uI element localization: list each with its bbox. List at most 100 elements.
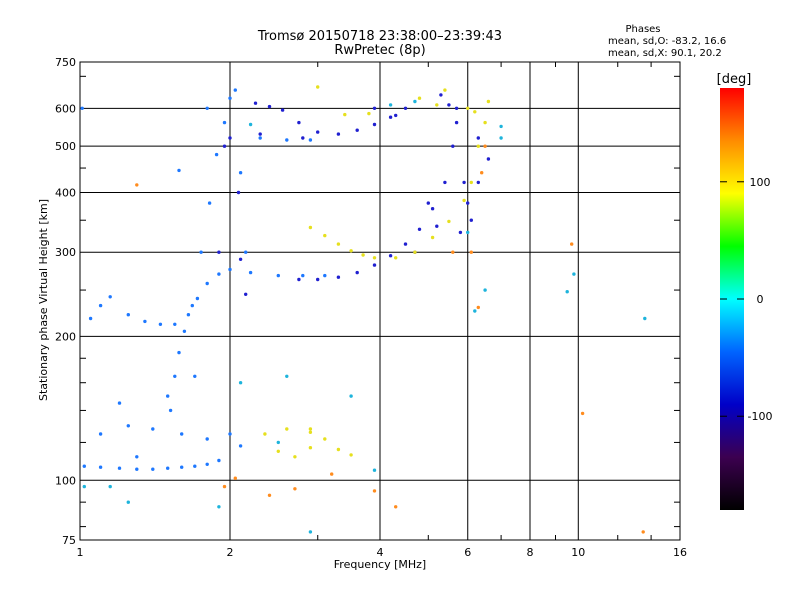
y-tick-label: 100 bbox=[55, 474, 76, 487]
y-axis-label: Stationary phase Virtual Height [km] bbox=[37, 199, 50, 401]
data-point bbox=[248, 122, 253, 127]
data-point bbox=[297, 277, 301, 282]
data-point bbox=[349, 394, 353, 398]
y-axis-ticks: 75 100 200 300 400 500 600 750 bbox=[55, 56, 680, 547]
data-point bbox=[233, 476, 237, 480]
data-point bbox=[483, 288, 487, 292]
data-point bbox=[308, 446, 313, 450]
data-point bbox=[388, 115, 393, 119]
data-point bbox=[199, 250, 203, 254]
plot-frame bbox=[79, 61, 681, 541]
data-point bbox=[323, 437, 327, 441]
data-point bbox=[253, 101, 258, 105]
x-tick-label: 16 bbox=[673, 546, 687, 559]
y-tick-label: 600 bbox=[55, 102, 76, 115]
data-point bbox=[308, 530, 313, 534]
data-point bbox=[439, 93, 443, 97]
data-point bbox=[293, 455, 297, 459]
data-point bbox=[205, 437, 209, 441]
data-point bbox=[267, 104, 272, 109]
data-point bbox=[483, 120, 487, 125]
data-point bbox=[248, 270, 253, 275]
data-point bbox=[180, 465, 184, 469]
x-tick-label: 8 bbox=[527, 546, 534, 559]
data-point bbox=[570, 242, 574, 246]
data-point bbox=[238, 171, 243, 175]
data-point bbox=[205, 462, 209, 466]
x-tick-label: 10 bbox=[571, 546, 585, 559]
colorbar-ticks: 100 0 -100 bbox=[720, 176, 772, 423]
data-point bbox=[430, 235, 435, 240]
x-tick-label: 2 bbox=[227, 546, 234, 559]
x-tick-label: 1 bbox=[77, 546, 84, 559]
data-point bbox=[388, 103, 393, 107]
grid-lines bbox=[80, 62, 680, 540]
data-point bbox=[462, 180, 466, 185]
data-point bbox=[166, 466, 170, 470]
data-point bbox=[151, 467, 155, 471]
stats-o-line: mean, sd,O: -83.2, 16.6 bbox=[608, 36, 726, 47]
data-point bbox=[451, 250, 455, 254]
data-point bbox=[447, 219, 451, 224]
data-point bbox=[394, 256, 398, 260]
data-points bbox=[80, 85, 647, 534]
y-tick-label: 400 bbox=[55, 186, 76, 199]
data-point bbox=[469, 250, 473, 254]
data-point bbox=[244, 250, 248, 254]
data-point bbox=[323, 273, 327, 278]
data-point bbox=[293, 487, 297, 491]
data-point bbox=[499, 124, 503, 129]
data-point bbox=[462, 198, 466, 203]
x-tick-label: 4 bbox=[377, 546, 384, 559]
data-point bbox=[486, 157, 491, 161]
data-point bbox=[473, 110, 477, 114]
data-point bbox=[82, 484, 87, 489]
data-point bbox=[108, 295, 112, 299]
data-point bbox=[336, 242, 341, 246]
data-point bbox=[476, 136, 480, 140]
stats-heading: Phases bbox=[625, 24, 660, 35]
data-point bbox=[372, 489, 377, 493]
data-point bbox=[193, 374, 197, 378]
data-point bbox=[476, 144, 480, 148]
y-tick-label: 500 bbox=[55, 140, 76, 153]
data-point bbox=[186, 313, 191, 317]
data-point bbox=[466, 106, 470, 111]
data-point bbox=[417, 227, 422, 231]
data-point bbox=[285, 138, 289, 142]
data-point bbox=[301, 136, 305, 140]
data-point bbox=[98, 303, 103, 308]
data-point bbox=[330, 472, 334, 476]
data-point bbox=[372, 106, 377, 111]
data-point bbox=[228, 267, 232, 272]
data-point bbox=[228, 432, 232, 436]
data-point bbox=[336, 275, 341, 279]
data-point bbox=[238, 257, 243, 261]
data-point bbox=[372, 122, 377, 127]
data-point bbox=[88, 316, 93, 321]
data-point bbox=[336, 132, 341, 136]
data-point bbox=[205, 281, 209, 286]
data-point bbox=[430, 207, 435, 211]
data-point bbox=[447, 103, 451, 107]
data-point bbox=[244, 292, 248, 296]
data-point bbox=[454, 106, 459, 111]
data-point bbox=[280, 108, 285, 112]
data-point bbox=[367, 111, 371, 116]
data-point bbox=[308, 430, 313, 434]
data-point bbox=[151, 427, 155, 431]
data-point bbox=[126, 500, 130, 504]
data-point bbox=[443, 180, 447, 185]
y-tick-label: 200 bbox=[55, 330, 76, 343]
data-point bbox=[349, 249, 353, 253]
data-point bbox=[316, 85, 320, 89]
chart-subtitle: RwPretec (8p) bbox=[334, 43, 425, 58]
data-point bbox=[222, 120, 227, 125]
data-point bbox=[267, 493, 272, 497]
data-point bbox=[190, 303, 194, 308]
data-point bbox=[308, 225, 313, 230]
data-point bbox=[135, 467, 139, 471]
data-point bbox=[469, 180, 473, 185]
data-point bbox=[228, 96, 232, 100]
